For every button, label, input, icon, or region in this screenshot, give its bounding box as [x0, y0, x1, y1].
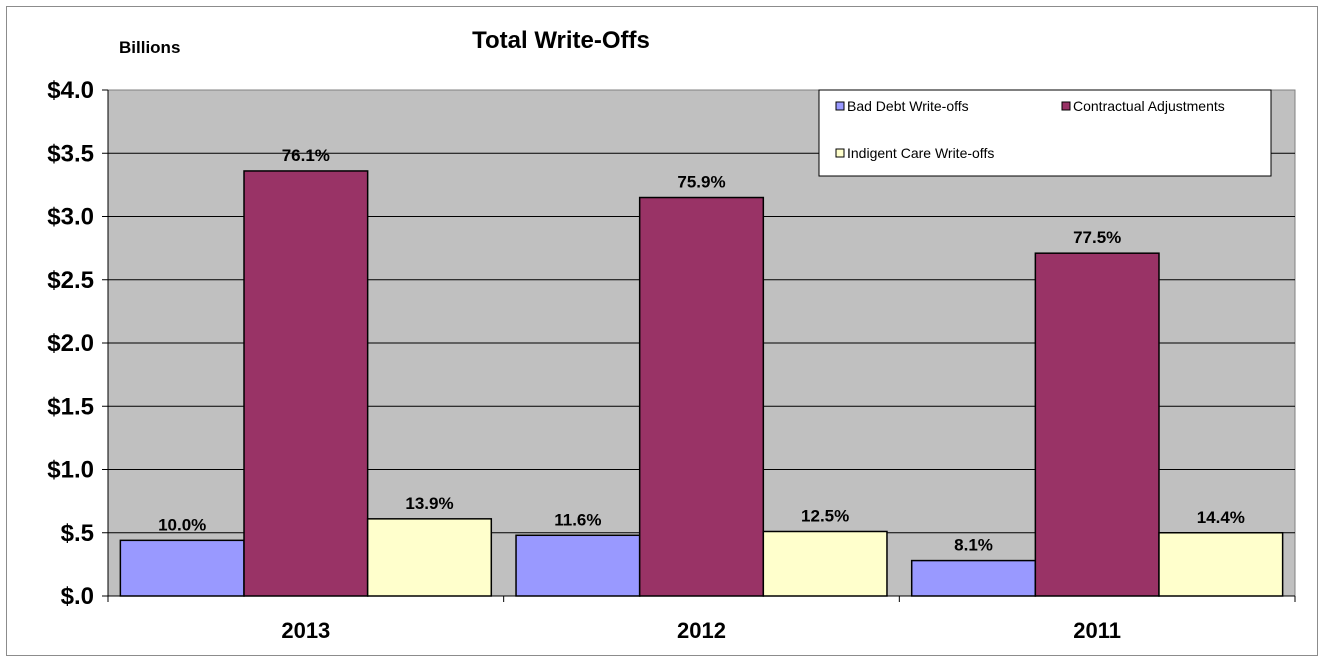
bar — [910, 559, 1037, 597]
legend-label: Contractual Adjustments — [1073, 98, 1225, 114]
y-tick-label: $.0 — [61, 583, 94, 610]
bars — [119, 170, 1284, 597]
data-labels: 10.0% 76.1% 13.9% 11.6% 75.9% 12.5% 8.1% 77.5% 1… — [158, 146, 1245, 555]
legend-swatch — [1061, 101, 1071, 111]
x-tick-label: 2011 — [1073, 618, 1121, 643]
y-tick-label: $2.5 — [47, 267, 94, 294]
bar — [366, 518, 493, 597]
bar — [515, 534, 641, 597]
bar — [762, 530, 888, 597]
legend: Bad Debt Write-offs Contractual Adjustmen… — [818, 89, 1272, 177]
y-tick-labels: $.0 $.5 $1.0 $1.5 $2.0 $2.5 $3.0 $3.5 $4.0 — [47, 77, 94, 610]
bar — [638, 196, 765, 597]
data-label: 12.5% — [801, 506, 849, 525]
data-label: 11.6% — [554, 510, 601, 529]
legend-label: Bad Debt Write-offs — [847, 98, 969, 114]
data-label: 75.9% — [677, 173, 725, 192]
bar — [1158, 532, 1284, 597]
x-tick-labels: 2013 2012 2011 — [281, 618, 1121, 643]
bar — [119, 539, 245, 597]
y-tick-label: $4.0 — [47, 77, 94, 104]
y-tick-label: $2.0 — [47, 330, 94, 357]
data-label: 8.1% — [954, 536, 993, 555]
data-label: 77.5% — [1073, 228, 1121, 247]
legend-swatch — [835, 148, 845, 158]
y-tick-label: $3.5 — [47, 140, 94, 167]
data-label: 76.1% — [282, 146, 330, 165]
bar — [243, 170, 369, 597]
legend-label: Indigent Care Write-offs — [847, 145, 994, 161]
bar — [1034, 252, 1160, 597]
y-tick-label: $1.5 — [47, 393, 94, 420]
data-label: 13.9% — [405, 494, 453, 513]
x-tick-label: 2013 — [281, 618, 330, 643]
legend-swatch — [835, 101, 845, 111]
chart-title: Total Write-Offs — [472, 27, 650, 54]
x-tick-label: 2012 — [677, 618, 726, 643]
axes — [102, 89, 1296, 602]
data-label: 10.0% — [158, 515, 206, 534]
y-tick-label: $3.0 — [47, 204, 94, 231]
y-tick-label: $.5 — [61, 520, 94, 547]
unit-label: Billions — [119, 38, 180, 57]
data-label: 14.4% — [1197, 508, 1245, 527]
y-tick-label: $1.0 — [47, 457, 94, 484]
legend-box — [818, 89, 1272, 177]
